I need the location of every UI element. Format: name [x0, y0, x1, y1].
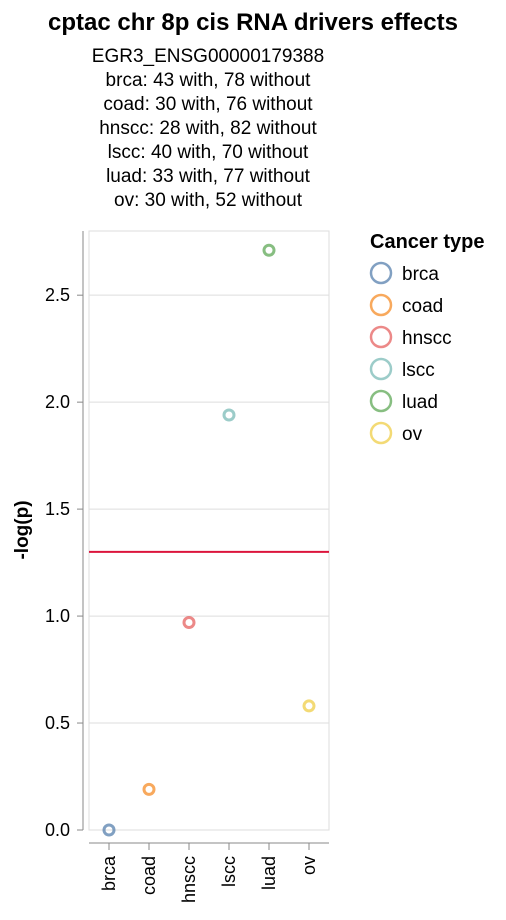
plot-frame	[88, 230, 330, 831]
x-axis: brca coad hnscc lscc luad ov	[99, 843, 319, 903]
subtitle-line: brca: 43 with, 78 without	[106, 70, 312, 91]
y-axis-title: -log(p)	[12, 500, 33, 559]
legend-symbol	[369, 261, 393, 285]
y-tick-label: 2.5	[45, 285, 70, 305]
data-point-luad	[262, 243, 276, 257]
legend-label: brca	[402, 264, 439, 285]
legend-label: coad	[402, 296, 443, 317]
legend-label: hnscc	[402, 328, 452, 349]
legend-symbol	[369, 389, 393, 413]
chart-subtitle: EGR3_ENSG00000179388 brca: 43 with, 78 wi…	[92, 46, 324, 211]
legend-symbol	[369, 325, 393, 349]
legend-symbol	[369, 357, 393, 381]
subtitle-line: EGR3_ENSG00000179388	[92, 46, 324, 67]
y-axis: 0.0 0.5 1.0 1.5 2.0 2.5	[45, 285, 83, 840]
subtitle-line: ov: 30 with, 52 without	[114, 190, 303, 211]
x-tick-label: ov	[299, 856, 319, 875]
subtitle-line: luad: 33 with, 77 without	[106, 166, 311, 187]
chart-title: cptac chr 8p cis RNA drivers effects	[48, 9, 458, 36]
y-tick-label: 0.0	[45, 820, 70, 840]
x-tick-label: luad	[259, 856, 279, 890]
legend-title: Cancer type	[370, 231, 485, 253]
data-points	[102, 243, 316, 837]
data-point-brca	[102, 823, 116, 837]
data-point-hnscc	[182, 615, 196, 629]
x-tick-label: lscc	[219, 856, 239, 887]
y-tick-label: 0.5	[45, 713, 70, 733]
x-tick-label: coad	[139, 856, 159, 895]
legend-label: lscc	[402, 360, 435, 381]
x-tick-label: brca	[99, 855, 119, 891]
data-point-lscc	[222, 408, 236, 422]
y-tick-label: 2.0	[45, 392, 70, 412]
legend-label: luad	[402, 392, 438, 413]
subtitle-line: hnscc: 28 with, 82 without	[99, 118, 317, 139]
legend: brca coad hnscc lscc luad ov	[369, 261, 452, 445]
data-point-ov	[302, 699, 316, 713]
y-tick-label: 1.5	[45, 499, 70, 519]
legend-symbol	[369, 293, 393, 317]
grid-lines	[89, 294, 329, 724]
subtitle-line: lscc: 40 with, 70 without	[108, 142, 309, 163]
x-tick-label: hnscc	[179, 856, 199, 903]
data-point-coad	[142, 782, 156, 796]
y-tick-label: 1.0	[45, 606, 70, 626]
legend-symbol	[369, 421, 393, 445]
subtitle-line: coad: 30 with, 76 without	[103, 94, 313, 115]
legend-label: ov	[402, 424, 423, 445]
